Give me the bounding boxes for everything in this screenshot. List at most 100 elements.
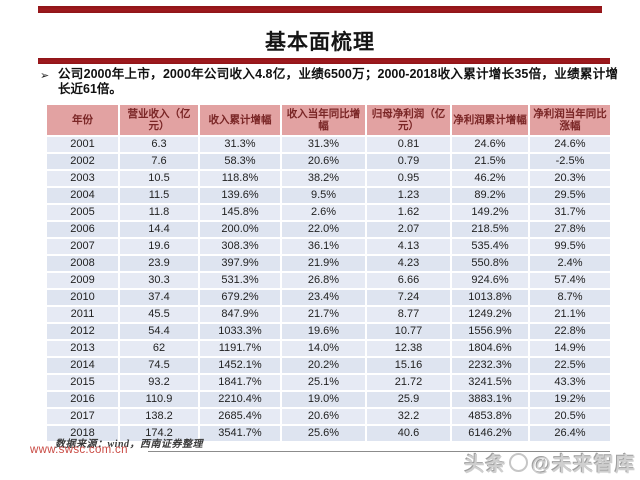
table-cell: 1841.7% bbox=[198, 373, 282, 392]
table-cell: 2013 bbox=[45, 339, 120, 358]
table-cell: 20.6% bbox=[280, 152, 367, 171]
table-cell: 2.07 bbox=[365, 220, 452, 239]
table-cell: 2005 bbox=[45, 203, 120, 222]
table-cell: 22.5% bbox=[528, 356, 612, 375]
table-cell: 89.2% bbox=[450, 186, 530, 205]
table-cell: 4853.8% bbox=[450, 407, 530, 426]
table-cell: 1.62 bbox=[365, 203, 452, 222]
table-row: 2005 11.8 145.8% 2.6% 1.62 149.2% 31.7% bbox=[45, 203, 612, 222]
table-cell: 2015 bbox=[45, 373, 120, 392]
table-cell: 20.6% bbox=[280, 407, 367, 426]
data-source-note: 数据来源：wind，西南证券整理 bbox=[55, 439, 204, 450]
bullet-arrow-icon: ➢ bbox=[40, 70, 50, 82]
column-header: 净利润当年同比涨幅 bbox=[528, 103, 612, 137]
table-row: 2016 110.9 2210.4% 19.0% 25.9 3883.1% 19.2% bbox=[45, 390, 612, 409]
table-cell: 43.3% bbox=[528, 373, 612, 392]
table-cell: 2010 bbox=[45, 288, 120, 307]
table-cell: 38.2% bbox=[280, 169, 367, 188]
table-cell: 6146.2% bbox=[450, 424, 530, 443]
financial-table: 年份 营业收入（亿元） 收入累计增幅 收入当年同比增幅 归母净利润（亿元） 净利润累计增幅… bbox=[45, 103, 612, 443]
summary-bullet: ➢ 公司2000年上市，2000年公司收入4.8亿，业绩6500万；2000-2… bbox=[40, 67, 618, 97]
table-cell: 11.8 bbox=[118, 203, 200, 222]
table-cell: 11.5 bbox=[118, 186, 200, 205]
toutiao-logo-icon bbox=[509, 453, 529, 472]
table-cell: 19.6% bbox=[280, 322, 367, 341]
table-cell: 19.6 bbox=[118, 237, 200, 256]
table-row: 2004 11.5 139.6% 9.5% 1.23 89.2% 29.5% bbox=[45, 186, 612, 205]
table-cell: 1556.9% bbox=[450, 322, 530, 341]
table-cell: 1033.3% bbox=[198, 322, 282, 341]
table-cell: 2008 bbox=[45, 254, 120, 273]
table-cell: 25.6% bbox=[280, 424, 367, 443]
table-row: 2017 138.2 2685.4% 20.6% 32.2 4853.8% 20.5% bbox=[45, 407, 612, 426]
table-cell: 1804.6% bbox=[450, 339, 530, 358]
watermark-app-label: 头条 bbox=[464, 454, 507, 476]
table-cell: 0.81 bbox=[365, 135, 452, 154]
table-cell: 19.0% bbox=[280, 390, 367, 409]
table-cell: 1.23 bbox=[365, 186, 452, 205]
table-cell: 308.3% bbox=[198, 237, 282, 256]
table-cell: -2.5% bbox=[528, 152, 612, 171]
table-row: 2003 10.5 118.8% 38.2% 0.95 46.2% 20.3% bbox=[45, 169, 612, 188]
column-header: 营业收入（亿元） bbox=[118, 103, 200, 137]
table-cell: 20.5% bbox=[528, 407, 612, 426]
table-cell: 23.4% bbox=[280, 288, 367, 307]
table-cell: 58.3% bbox=[198, 152, 282, 171]
table-cell: 21.7% bbox=[280, 305, 367, 324]
table-cell: 10.77 bbox=[365, 322, 452, 341]
table-cell: 7.6 bbox=[118, 152, 200, 171]
table-cell: 29.5% bbox=[528, 186, 612, 205]
table-body: 2001 6.3 31.3% 31.3% 0.81 24.6% 24.6% 2002 7.6 58… bbox=[45, 135, 612, 443]
table-cell: 99.5% bbox=[528, 237, 612, 256]
table-cell: 218.5% bbox=[450, 220, 530, 239]
table-cell: 138.2 bbox=[118, 407, 200, 426]
table-cell: 3883.1% bbox=[450, 390, 530, 409]
table-row: 2013 62 1191.7% 14.0% 12.38 1804.6% 14.9% bbox=[45, 339, 612, 358]
table-cell: 2016 bbox=[45, 390, 120, 409]
table-cell: 14.9% bbox=[528, 339, 612, 358]
table-cell: 679.2% bbox=[198, 288, 282, 307]
table-cell: 2007 bbox=[45, 237, 120, 256]
table-cell: 2011 bbox=[45, 305, 120, 324]
table-cell: 2017 bbox=[45, 407, 120, 426]
table-cell: 20.2% bbox=[280, 356, 367, 375]
table-cell: 20.3% bbox=[528, 169, 612, 188]
table-cell: 145.8% bbox=[198, 203, 282, 222]
table-row: 2011 45.5 847.9% 21.7% 8.77 1249.2% 21.1% bbox=[45, 305, 612, 324]
table-cell: 2006 bbox=[45, 220, 120, 239]
table-cell: 118.8% bbox=[198, 169, 282, 188]
table-cell: 924.6% bbox=[450, 271, 530, 290]
table-row: 2015 93.2 1841.7% 25.1% 21.72 3241.5% 43.3% bbox=[45, 373, 612, 392]
table-cell: 54.4 bbox=[118, 322, 200, 341]
column-header: 年份 bbox=[45, 103, 120, 137]
table-cell: 139.6% bbox=[198, 186, 282, 205]
watermark: 头条 @未来智库 bbox=[464, 448, 636, 477]
table-cell: 62 bbox=[118, 339, 200, 358]
table-cell: 15.16 bbox=[365, 356, 452, 375]
table-cell: 6.66 bbox=[365, 271, 452, 290]
table-cell: 12.38 bbox=[365, 339, 452, 358]
table-cell: 8.7% bbox=[528, 288, 612, 307]
table-cell: 9.5% bbox=[280, 186, 367, 205]
title-divider-rule bbox=[38, 58, 610, 64]
table-cell: 149.2% bbox=[450, 203, 530, 222]
table-cell: 21.5% bbox=[450, 152, 530, 171]
table-cell: 27.8% bbox=[528, 220, 612, 239]
table-cell: 0.79 bbox=[365, 152, 452, 171]
table-cell: 93.2 bbox=[118, 373, 200, 392]
table-cell: 531.3% bbox=[198, 271, 282, 290]
table-cell: 7.24 bbox=[365, 288, 452, 307]
table-row: 2007 19.6 308.3% 36.1% 4.13 535.4% 99.5% bbox=[45, 237, 612, 256]
table-header-row: 年份 营业收入（亿元） 收入累计增幅 收入当年同比增幅 归母净利润（亿元） 净利润累计增幅… bbox=[45, 103, 612, 137]
table-row: 2002 7.6 58.3% 20.6% 0.79 21.5% -2.5% bbox=[45, 152, 612, 171]
table-cell: 1452.1% bbox=[198, 356, 282, 375]
top-accent-bar bbox=[38, 6, 602, 13]
column-header: 归母净利润（亿元） bbox=[365, 103, 452, 137]
table-cell: 2232.3% bbox=[450, 356, 530, 375]
table-cell: 2018 bbox=[45, 424, 120, 443]
table-cell: 2004 bbox=[45, 186, 120, 205]
table-row: 2018 174.2 3541.7% 25.6% 40.6 6146.2% 26.4% bbox=[45, 424, 612, 443]
footer-divider-line bbox=[148, 451, 610, 452]
table-row: 2014 74.5 1452.1% 20.2% 15.16 2232.3% 22.5% bbox=[45, 356, 612, 375]
table-cell: 397.9% bbox=[198, 254, 282, 273]
